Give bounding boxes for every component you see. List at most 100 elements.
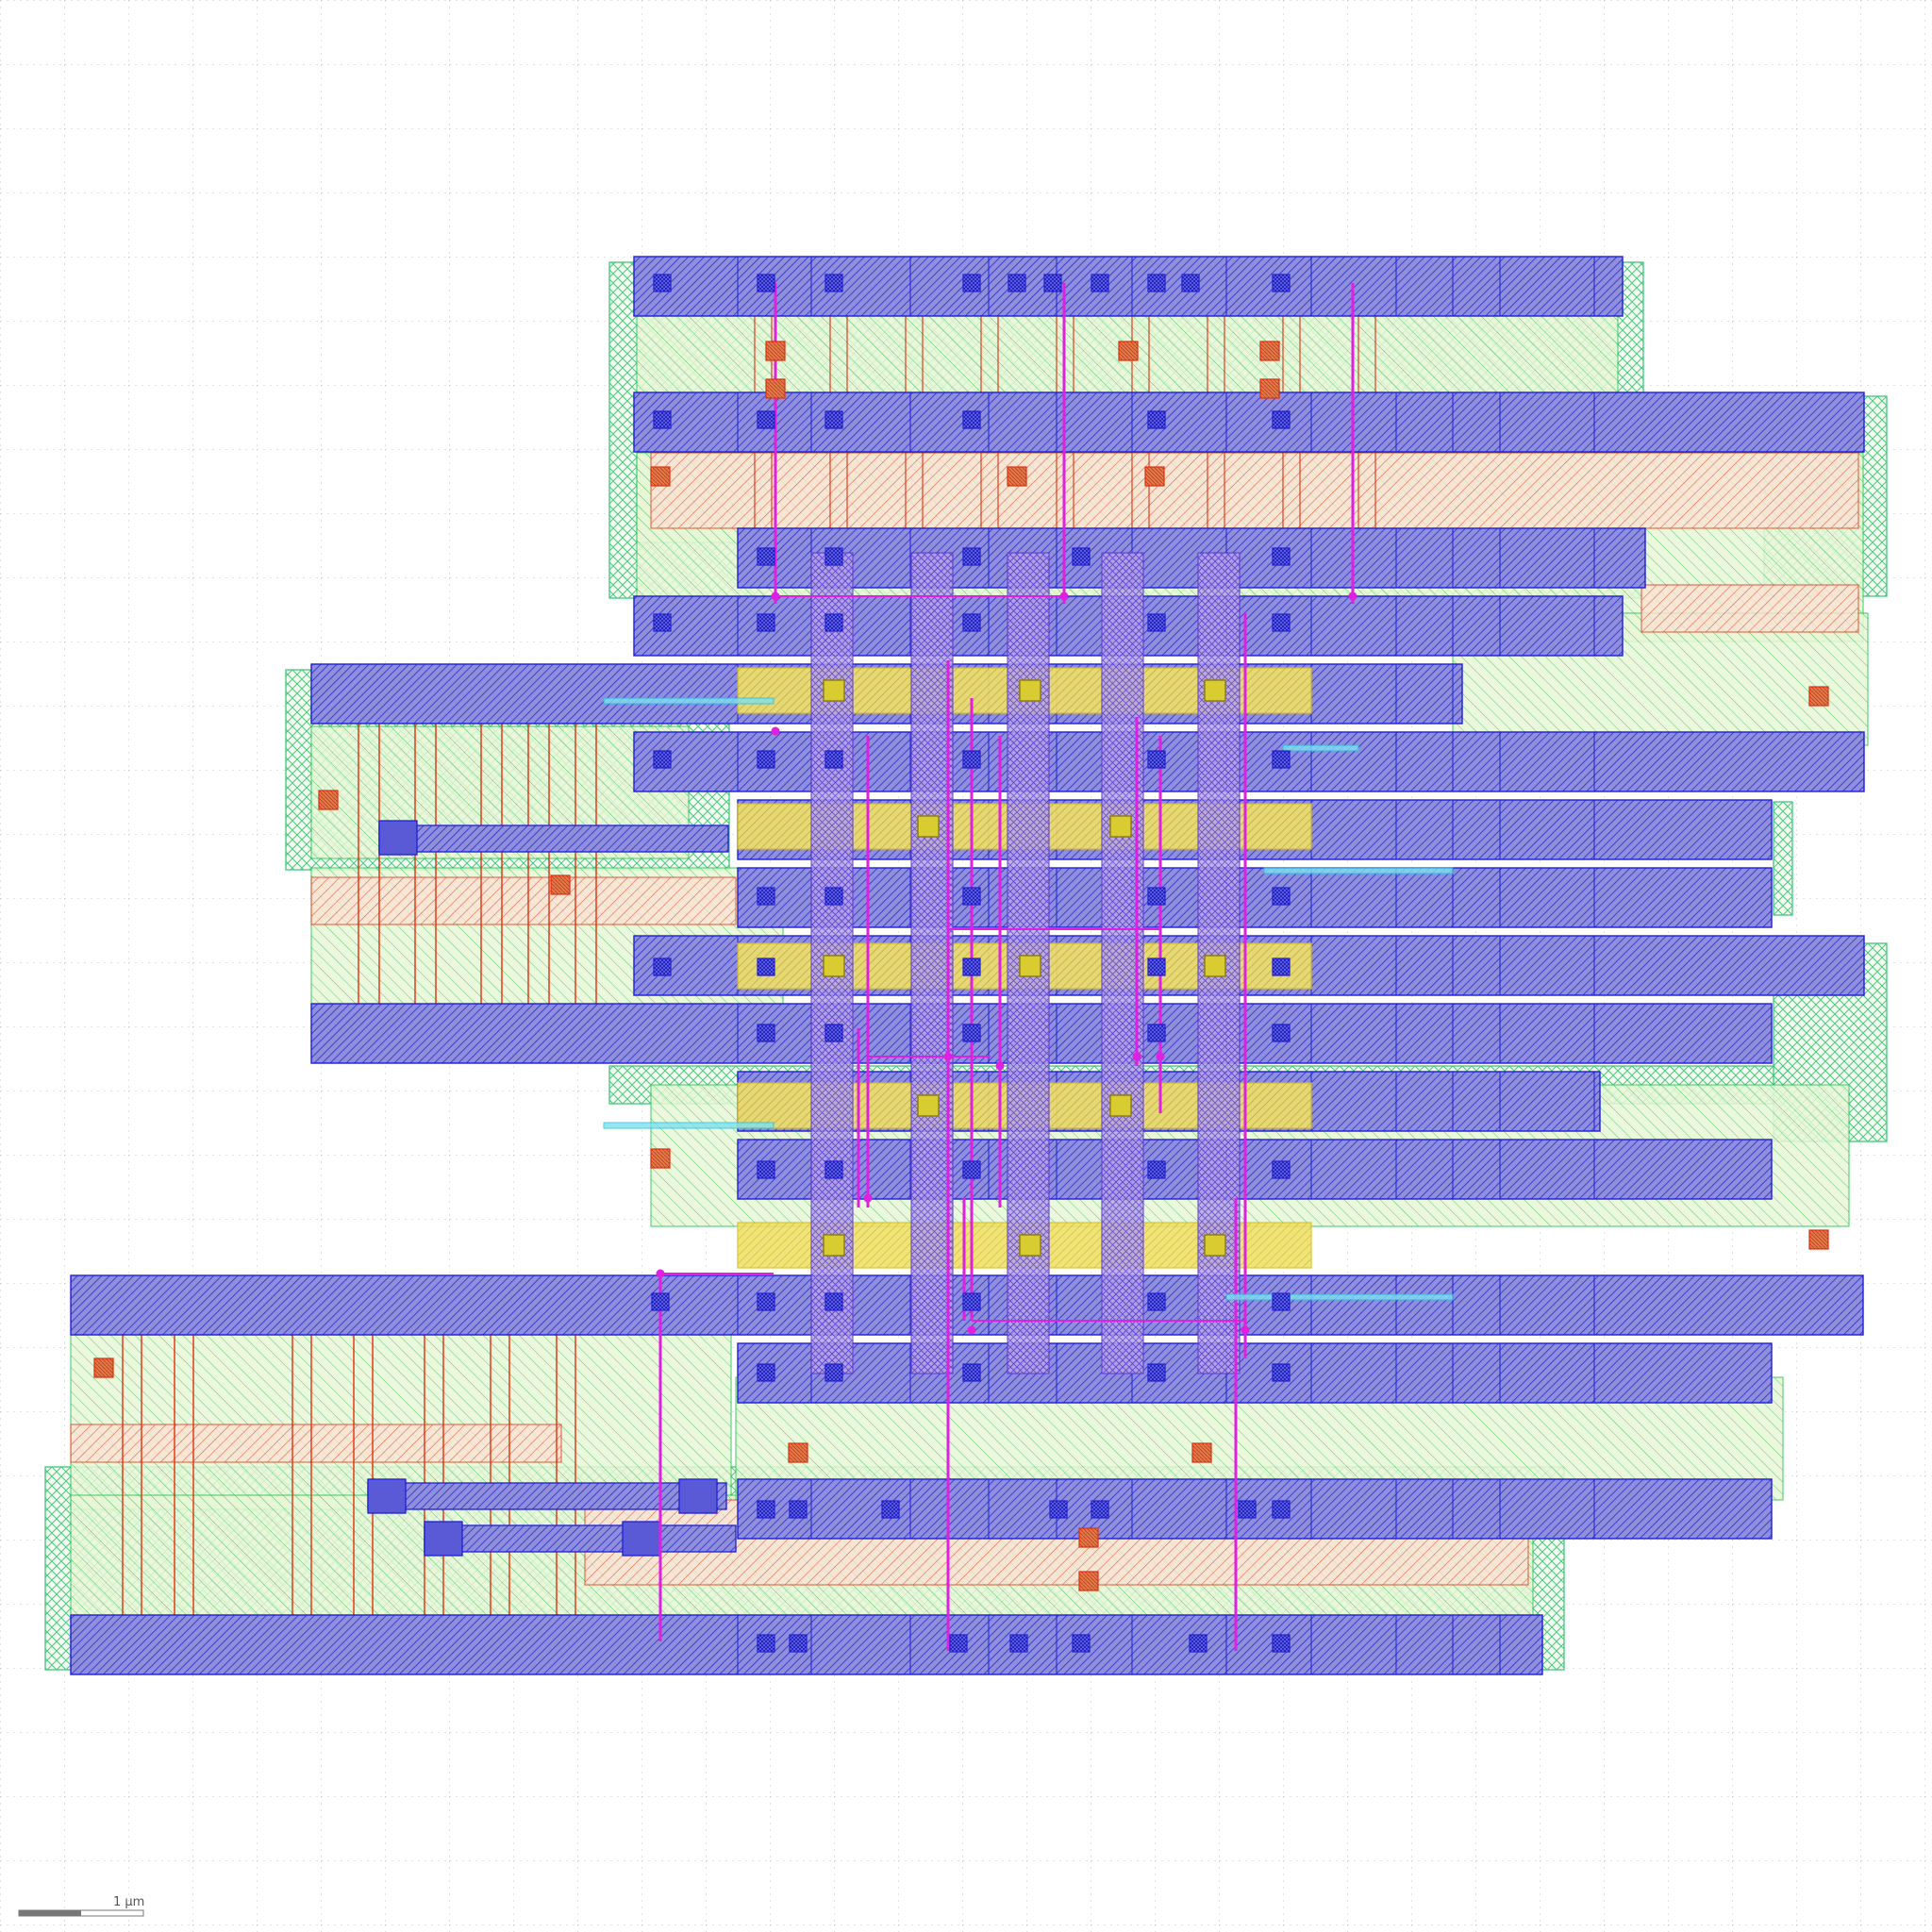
metal1-pad [378,820,418,856]
metal2-via [943,1052,953,1061]
metal2-via [1132,1052,1141,1061]
label-marker [603,1122,774,1129]
band-contact [1019,955,1041,977]
via-square [1238,1500,1257,1519]
via-square [962,410,981,429]
via-square [653,613,672,632]
via-square [1049,1500,1068,1519]
via-square [1091,1500,1109,1519]
metal1-connector [378,824,729,853]
contact-square [93,1357,114,1378]
via-square [653,750,672,769]
contact-square [1078,1571,1099,1591]
via-square [757,1634,775,1653]
via-square [1189,1634,1208,1653]
band-contact [1109,815,1132,838]
contact-square [765,341,786,361]
metal1-connector [367,1482,727,1510]
via-square [757,1363,775,1382]
via-square [1272,1363,1291,1382]
via-square [757,887,775,906]
band-contact [917,1094,940,1117]
band-contact [1019,1234,1041,1257]
via-square [824,1160,843,1179]
contact-square [1118,341,1139,361]
via-square [1272,750,1291,769]
band-contact [1019,679,1041,702]
via-square [962,547,981,566]
via-square [1272,1500,1291,1519]
via-square [962,613,981,632]
via-square [1072,1634,1091,1653]
via-square [757,547,775,566]
via-square [1272,274,1291,292]
via-square [1147,1024,1166,1042]
via-square [962,1292,981,1311]
label-marker [1225,1293,1454,1301]
via-square [824,1363,843,1382]
via-square [1147,750,1166,769]
implant-region [1641,584,1859,633]
via-square [757,1160,775,1179]
metal1-rail [70,1614,1543,1675]
contact-square [1808,686,1829,707]
via-square [651,1292,670,1311]
metal1-rail [737,1139,1773,1200]
band-contact [823,955,845,977]
via-square [824,1024,843,1042]
via-square [962,958,981,976]
metal2-via [1156,1052,1165,1061]
metal2-via [771,726,780,736]
via-square [824,274,843,292]
via-square [1147,958,1166,976]
band-contact [823,679,845,702]
implant-region [70,1424,562,1463]
contact-square [650,1148,671,1169]
scale-bar: 1 µm [18,1895,144,1917]
transistor-column [910,552,954,1374]
via-square [824,1292,843,1311]
scale-bar-label: 1 µm [113,1895,144,1909]
metal2-via [1059,591,1069,601]
via-square [653,958,672,976]
via-square [824,750,843,769]
via-square [1147,887,1166,906]
contact-square [1259,341,1280,361]
contact-square [650,466,671,487]
via-square [1181,274,1200,292]
metal2-via [1241,1325,1250,1335]
via-square [1272,613,1291,632]
via-square [1147,1363,1166,1382]
contact-square [318,790,339,810]
nwell-region [1773,801,1793,916]
via-square [1147,613,1166,632]
via-square [1147,274,1166,292]
via-square [1147,1160,1166,1179]
metal2-via [1348,591,1357,601]
contact-square [765,378,786,399]
band-contact [1204,955,1226,977]
via-square [1147,1292,1166,1311]
metal1-pad [622,1521,661,1557]
via-square [824,547,843,566]
band-contact [1109,1094,1132,1117]
via-square [789,1500,808,1519]
metal1-rail [737,527,1646,589]
via-square [1272,1634,1291,1653]
via-square [962,1160,981,1179]
band-contact [917,815,940,838]
via-square [757,410,775,429]
via-square [757,1500,775,1519]
contact-square [1191,1442,1212,1463]
band-contact [1204,1234,1226,1257]
via-square [1272,1160,1291,1179]
via-square [962,750,981,769]
via-square [1008,274,1026,292]
metal1-rail [737,1342,1773,1404]
label-marker [1263,867,1454,874]
via-square [1009,1634,1028,1653]
via-square [757,613,775,632]
metal2-via [656,1269,665,1278]
contact-square [550,874,571,895]
